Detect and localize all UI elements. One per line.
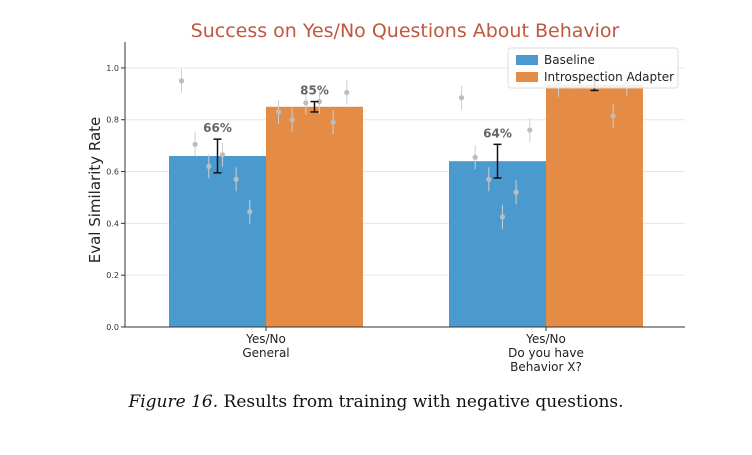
x-tick-label: Behavior X?: [510, 360, 582, 374]
x-tick-label: Yes/No: [525, 332, 566, 346]
bar: [546, 84, 643, 327]
data-point: [233, 176, 239, 182]
chart-title: Success on Yes/No Questions About Behavi…: [191, 20, 620, 42]
y-tick-label: 0.4: [106, 219, 119, 228]
legend: Baseline Introspection Adapter: [507, 47, 679, 89]
bar: [169, 156, 266, 327]
data-point: [206, 163, 212, 169]
data-point: [316, 98, 323, 105]
data-point: [527, 127, 533, 133]
bars: [169, 84, 643, 327]
data-point: [178, 78, 185, 84]
data-point: [486, 176, 492, 182]
data-point: [192, 141, 198, 147]
y-tick-label: 1.0: [106, 64, 119, 73]
figure-caption: Figure 16. Results from training with ne…: [0, 392, 752, 412]
data-point: [513, 189, 519, 195]
chart: Success on Yes/No Questions About Behavi…: [86, 20, 685, 374]
bar-value-label: 85%: [300, 84, 329, 98]
y-axis-label: Eval Similarity Rate: [86, 117, 104, 264]
bar: [449, 161, 546, 327]
figure-caption-text: Results from training with negative ques…: [223, 392, 624, 412]
legend-label: Baseline: [544, 53, 595, 67]
bar-value-label: 66%: [203, 121, 232, 135]
axes: [124, 42, 685, 328]
y-axis-ticks: 0.0 0.2 0.4 0.6 0.8 1.0: [106, 64, 125, 332]
data-point: [275, 109, 282, 115]
data-point: [289, 117, 295, 123]
x-tick-label: Yes/No: [245, 332, 286, 346]
figure-number: Figure 16.: [128, 392, 219, 412]
legend-swatch: [516, 55, 538, 65]
data-point: [303, 100, 309, 106]
legend-box: [507, 47, 679, 89]
x-tick-label: General: [242, 346, 289, 360]
bar-value-label: 64%: [483, 126, 512, 140]
data-point: [472, 154, 478, 160]
legend-swatch: [516, 72, 538, 82]
data-point: [330, 119, 336, 125]
y-tick-label: 0.2: [106, 271, 119, 280]
y-tick-label: 0.6: [106, 168, 119, 177]
data-point: [219, 152, 226, 158]
data-point: [458, 95, 465, 101]
data-point: [499, 214, 506, 220]
bar-labels: 66% 64% 85%: [203, 84, 512, 141]
legend-label: Introspection Adapter: [544, 70, 674, 84]
x-tick-label: Do you have: [508, 346, 584, 360]
data-point: [247, 209, 253, 215]
y-tick-label: 0.8: [106, 116, 119, 125]
y-tick-label: 0.0: [106, 323, 119, 332]
data-point: [344, 89, 350, 96]
data-point: [610, 113, 616, 119]
bar: [266, 106, 363, 327]
